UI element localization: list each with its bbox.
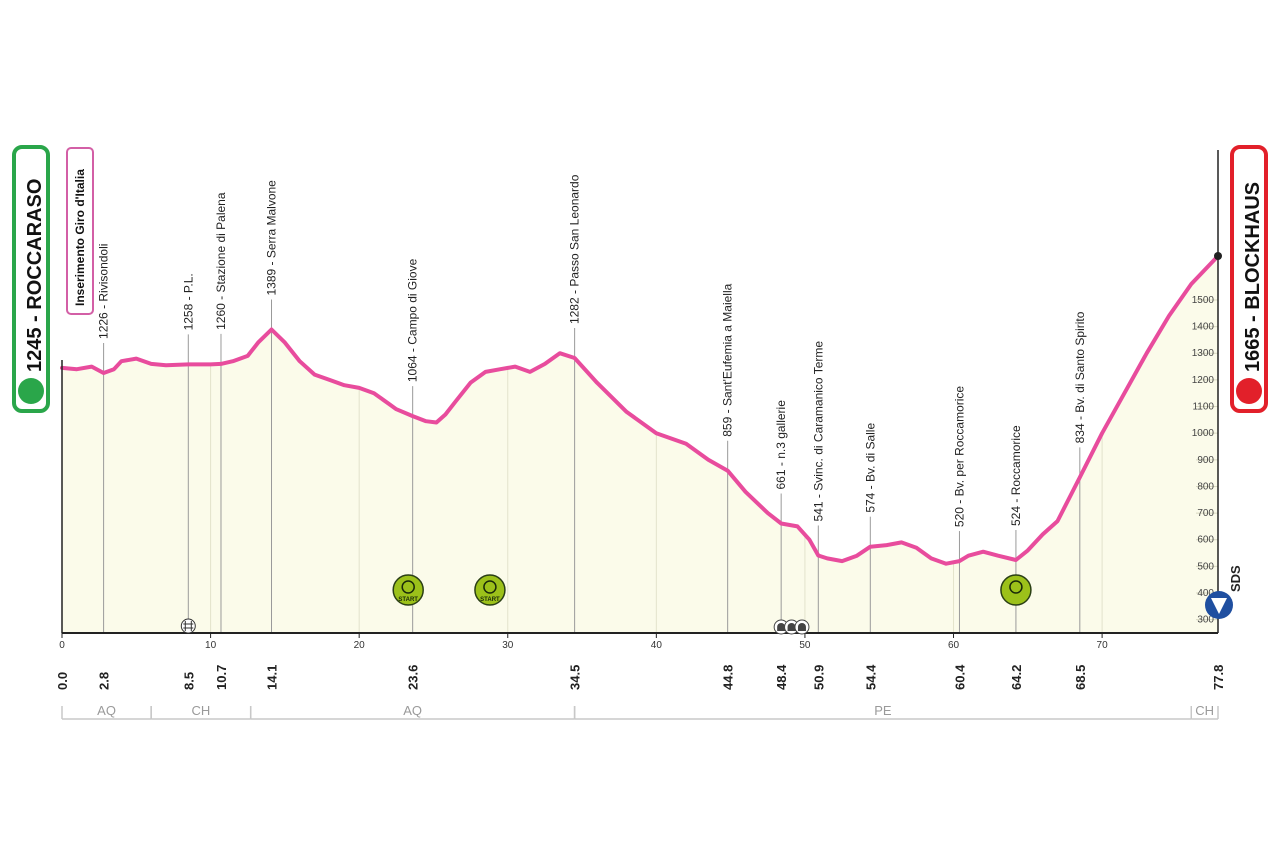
profile-line	[60, 254, 1220, 566]
alt-tick-label: 400	[1197, 588, 1214, 599]
alt-tick-label: 1000	[1192, 428, 1215, 439]
waypoint-label: 574 - Bv. di Salle	[863, 423, 877, 513]
waypoint-label: 1282 - Passo San Leonardo	[568, 174, 582, 324]
tunnel-glyph	[777, 623, 786, 631]
x-tick-label: 50	[799, 640, 811, 651]
x-tick-label: 60	[948, 640, 960, 651]
waypoint-label: 520 - Bv. per Roccamorice	[952, 386, 966, 527]
waypoint-label: 1064 - Campo di Giove	[406, 258, 420, 382]
x-tick-label: 40	[651, 640, 663, 651]
alt-tick-label: 1500	[1192, 295, 1215, 306]
x-tick-label: 0	[59, 640, 65, 651]
waypoint-label: 1258 - P.L.	[181, 273, 195, 330]
waypoint-km: 60.4	[952, 664, 967, 690]
start-clock-icon-bg	[474, 574, 506, 606]
brand-label: SDS	[1228, 565, 1243, 592]
regions-layer: AQ CH AQ PE CH	[61, 703, 1219, 720]
finish-km: 77.8	[1211, 665, 1226, 690]
region-label: CH	[192, 703, 211, 718]
finish-arrow-icon	[1205, 591, 1233, 619]
waypoint-km: 68.5	[1073, 665, 1088, 690]
start-clock-icon: START	[474, 574, 506, 606]
railway-crossing-icon	[180, 618, 196, 634]
markers-layer: START START	[180, 252, 1222, 635]
start-clock-icon-text: START	[480, 597, 500, 603]
waypoint-label: 1226 - Rivisondoli	[97, 244, 111, 339]
waypoint-label: 1389 - Serra Malvone	[265, 180, 279, 296]
start-label: 1245 - ROCCARASO	[24, 179, 46, 372]
finish-label: 1665 - BLOCKHAUS	[1242, 182, 1264, 372]
alt-tick-label: 500	[1197, 561, 1214, 572]
waypoint-label: 1260 - Stazione di Palena	[214, 192, 228, 330]
waypoint-km: 10.7	[214, 665, 229, 690]
waypoint-km: 8.5	[181, 672, 196, 690]
x-tick-label: 20	[354, 640, 366, 651]
waypoint-label: 541 - Svinc. di Caramanico Terme	[811, 341, 825, 522]
waypoint-km: 23.6	[406, 665, 421, 690]
alt-tick-label: 600	[1197, 535, 1214, 546]
region-label: CH	[1195, 703, 1214, 718]
start-sprint-icon: START	[392, 574, 424, 606]
waypoint-label: 524 - Roccamorice	[1009, 425, 1023, 526]
waypoint-km: 48.4	[774, 664, 789, 690]
railway-glyph	[183, 621, 194, 631]
waypoint-label: 859 - Sant'Eufemia a Maiella	[721, 283, 735, 436]
start-sprint-icon-text: START	[398, 597, 418, 603]
insertion-box: Inserimento Giro d'Italia	[66, 147, 94, 315]
tunnel-glyph	[787, 623, 796, 631]
start-sprint-icon-glyph	[401, 580, 415, 594]
alt-tick-label: 1200	[1192, 375, 1215, 386]
climb-bonus-icon-glyph	[1009, 580, 1023, 594]
tunnel-icon	[794, 619, 810, 635]
waypoints-layer: 1226 - Rivisondoli 2.8 1258 - P.L. 8.5 1260 …	[55, 174, 1226, 690]
alt-tick-label: 700	[1197, 508, 1214, 519]
climb-bonus-icon	[1000, 574, 1032, 606]
alt-tick-label: 300	[1197, 615, 1214, 626]
grid-layer: 300 400 500 600 700 800 900 1000 1100 1200 1300 140…	[210, 295, 1218, 633]
finish-badge: 1665 - BLOCKHAUS	[1230, 145, 1268, 413]
waypoint-km: 44.8	[721, 665, 736, 690]
region-label: AQ	[97, 703, 116, 718]
railway-bg	[180, 618, 196, 634]
waypoint-label: 661 - n.3 gallerie	[774, 400, 788, 490]
climb-bonus-icon-bg	[1000, 574, 1032, 606]
alt-tick-label: 1400	[1192, 322, 1215, 333]
waypoint-km: 14.1	[265, 665, 280, 690]
x-axis: 0 10 20 30 40 50 60 70	[59, 150, 1219, 651]
waypoint-label: 834 - Bv. di Santo Spirito	[1073, 311, 1087, 443]
region-label: AQ	[403, 703, 422, 718]
waypoint-km: 34.5	[568, 665, 583, 690]
finish-dot	[1214, 252, 1222, 260]
x-tick-label: 70	[1097, 640, 1109, 651]
x-tick-label: 30	[502, 640, 514, 651]
waypoint-km: 64.2	[1009, 665, 1024, 690]
insertion-label: Inserimento Giro d'Italia	[73, 169, 87, 306]
cyclist-icon	[1236, 378, 1262, 404]
profile-area	[62, 256, 1218, 633]
start-km: 0.0	[55, 672, 70, 690]
start-clock-icon-glyph	[483, 580, 497, 594]
alt-tick-label: 900	[1197, 455, 1214, 466]
x-tick-label: 10	[205, 640, 217, 651]
start-badge: 1245 - ROCCARASO	[12, 145, 50, 413]
waypoint-km: 50.9	[811, 665, 826, 690]
alt-tick-label: 800	[1197, 481, 1214, 492]
region-label: PE	[874, 703, 892, 718]
cyclist-icon	[18, 378, 44, 404]
alt-tick-label: 1300	[1192, 348, 1215, 359]
tunnel-glyph	[797, 623, 806, 631]
waypoint-km: 54.4	[863, 664, 878, 690]
start-sprint-icon-bg	[392, 574, 424, 606]
alt-tick-label: 1100	[1192, 402, 1214, 413]
waypoint-km: 2.8	[97, 672, 112, 690]
